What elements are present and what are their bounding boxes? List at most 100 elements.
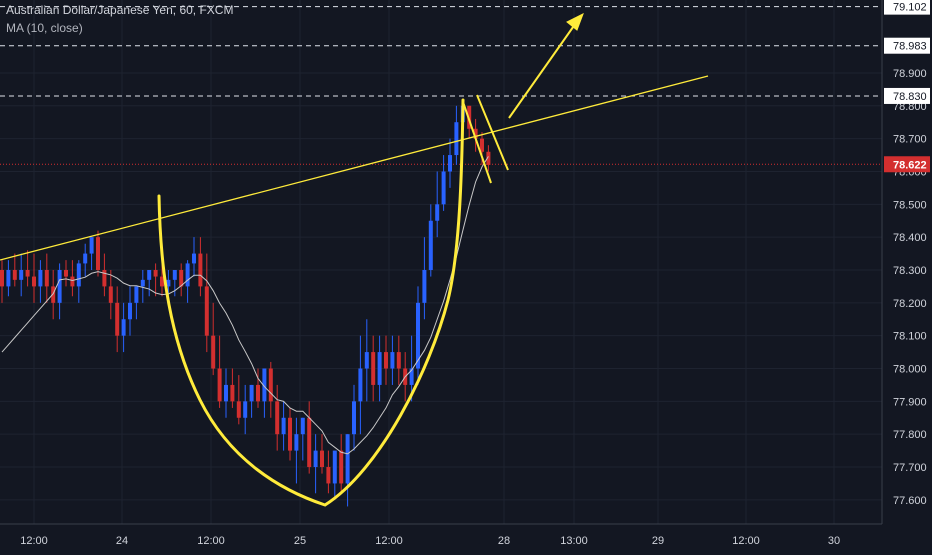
candle-body[interactable] bbox=[83, 253, 88, 264]
candle-body[interactable] bbox=[364, 352, 369, 369]
candle-body[interactable] bbox=[358, 368, 363, 402]
candle-body[interactable] bbox=[352, 401, 356, 435]
candle-body[interactable] bbox=[313, 450, 318, 468]
candle-body[interactable] bbox=[19, 269, 24, 280]
candle-body[interactable] bbox=[435, 204, 440, 221]
candle-body[interactable] bbox=[128, 302, 132, 320]
candle-body[interactable] bbox=[224, 384, 228, 402]
candle-body[interactable] bbox=[377, 352, 382, 385]
candle-body[interactable] bbox=[147, 269, 152, 280]
flag-line-left[interactable] bbox=[462, 101, 492, 184]
breakout-arrow-line[interactable] bbox=[508, 19, 579, 119]
candle-body[interactable] bbox=[25, 269, 30, 277]
flag-line-right[interactable] bbox=[476, 94, 509, 171]
candle-body[interactable] bbox=[268, 368, 273, 402]
candle-body[interactable] bbox=[32, 276, 36, 287]
current-price-label: 78.622 bbox=[893, 159, 927, 171]
candle-body[interactable] bbox=[57, 269, 62, 303]
candle-body[interactable] bbox=[44, 269, 49, 287]
y-tick-label: 78.700 bbox=[893, 134, 927, 146]
candle-body[interactable] bbox=[185, 263, 190, 287]
candle-body[interactable] bbox=[339, 450, 344, 484]
candle-body[interactable] bbox=[108, 286, 113, 303]
candle-body[interactable] bbox=[51, 286, 56, 303]
candle-body[interactable] bbox=[441, 171, 446, 205]
candle-body[interactable] bbox=[230, 384, 235, 402]
candle-body[interactable] bbox=[428, 220, 433, 270]
candle-body[interactable] bbox=[454, 122, 459, 156]
candle-body[interactable] bbox=[140, 279, 145, 287]
candle-body[interactable] bbox=[192, 253, 196, 264]
candle-body[interactable] bbox=[294, 434, 299, 451]
level-label-box bbox=[884, 0, 930, 15]
x-tick-label: 29 bbox=[652, 535, 664, 547]
candle-body[interactable] bbox=[275, 401, 280, 435]
candle-body[interactable] bbox=[473, 128, 478, 139]
candle-body[interactable] bbox=[409, 368, 414, 385]
cup-pattern-annotation[interactable] bbox=[157, 98, 465, 507]
candle-body[interactable] bbox=[396, 352, 401, 369]
candle-body[interactable] bbox=[211, 335, 216, 369]
current-price-box bbox=[884, 156, 930, 173]
candle-body[interactable] bbox=[172, 269, 177, 280]
candle-body[interactable] bbox=[320, 450, 324, 468]
candle-body[interactable] bbox=[121, 319, 126, 336]
candle-body[interactable] bbox=[332, 450, 337, 484]
y-tick-label: 77.600 bbox=[893, 495, 927, 507]
candle-body[interactable] bbox=[166, 279, 171, 287]
candle-body[interactable] bbox=[70, 276, 75, 287]
candle-body[interactable] bbox=[390, 352, 395, 369]
candle-body[interactable] bbox=[160, 276, 164, 287]
candle-body[interactable] bbox=[281, 417, 286, 435]
candle-body[interactable] bbox=[6, 269, 11, 287]
candle-body[interactable] bbox=[300, 417, 305, 435]
candle-body[interactable] bbox=[256, 384, 260, 402]
candle-body[interactable] bbox=[204, 286, 209, 336]
candle-body[interactable] bbox=[384, 352, 388, 369]
candle-body[interactable] bbox=[153, 269, 158, 277]
x-tick-label: 13:00 bbox=[560, 535, 588, 547]
breakout-arrow-head bbox=[566, 12, 584, 31]
candle-body[interactable] bbox=[236, 401, 241, 418]
x-tick-label: 12:00 bbox=[732, 535, 760, 547]
y-tick-label: 78.000 bbox=[893, 364, 927, 376]
candle-body[interactable] bbox=[371, 352, 376, 385]
candle-body[interactable] bbox=[288, 417, 292, 451]
candle-body[interactable] bbox=[416, 302, 420, 369]
chart-title: Australian Dollar/Japanese Yen, 60, FXCM bbox=[6, 3, 234, 17]
trendline-annotation[interactable] bbox=[0, 75, 709, 261]
candle-body[interactable] bbox=[115, 302, 120, 336]
y-tick-label: 77.900 bbox=[893, 396, 927, 408]
candle-body[interactable] bbox=[480, 138, 484, 152]
candle-body[interactable] bbox=[0, 269, 4, 287]
candle-body[interactable] bbox=[249, 384, 254, 402]
candle-body[interactable] bbox=[326, 467, 331, 484]
candle-body[interactable] bbox=[345, 434, 350, 484]
candle-body[interactable] bbox=[243, 401, 248, 418]
candle-body[interactable] bbox=[486, 151, 491, 165]
candle-body[interactable] bbox=[64, 269, 68, 277]
candle-body[interactable] bbox=[102, 269, 107, 287]
candle-body[interactable] bbox=[448, 155, 452, 172]
candle-body[interactable] bbox=[38, 269, 43, 287]
candle-body[interactable] bbox=[179, 269, 184, 287]
x-tick-label: 12:00 bbox=[375, 535, 403, 547]
candle-body[interactable] bbox=[262, 368, 267, 402]
candle-body[interactable] bbox=[96, 237, 100, 270]
candle-body[interactable] bbox=[217, 368, 222, 402]
candle-body[interactable] bbox=[134, 286, 139, 303]
annotations-layer bbox=[0, 12, 709, 507]
candle-body[interactable] bbox=[307, 417, 312, 468]
x-tick-label: 24 bbox=[116, 535, 128, 547]
candle-body[interactable] bbox=[76, 263, 81, 287]
x-tick-label: 30 bbox=[828, 535, 840, 547]
candle-body[interactable] bbox=[422, 269, 427, 303]
candle-body[interactable] bbox=[12, 269, 17, 280]
candle-body[interactable] bbox=[89, 237, 94, 254]
x-tick-label: 12:00 bbox=[197, 535, 225, 547]
y-tick-label: 78.500 bbox=[893, 199, 927, 211]
candle-body[interactable] bbox=[198, 253, 203, 287]
